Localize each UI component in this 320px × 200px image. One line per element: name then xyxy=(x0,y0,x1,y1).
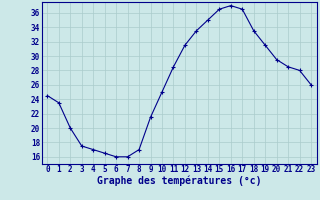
X-axis label: Graphe des températures (°c): Graphe des températures (°c) xyxy=(97,176,261,186)
